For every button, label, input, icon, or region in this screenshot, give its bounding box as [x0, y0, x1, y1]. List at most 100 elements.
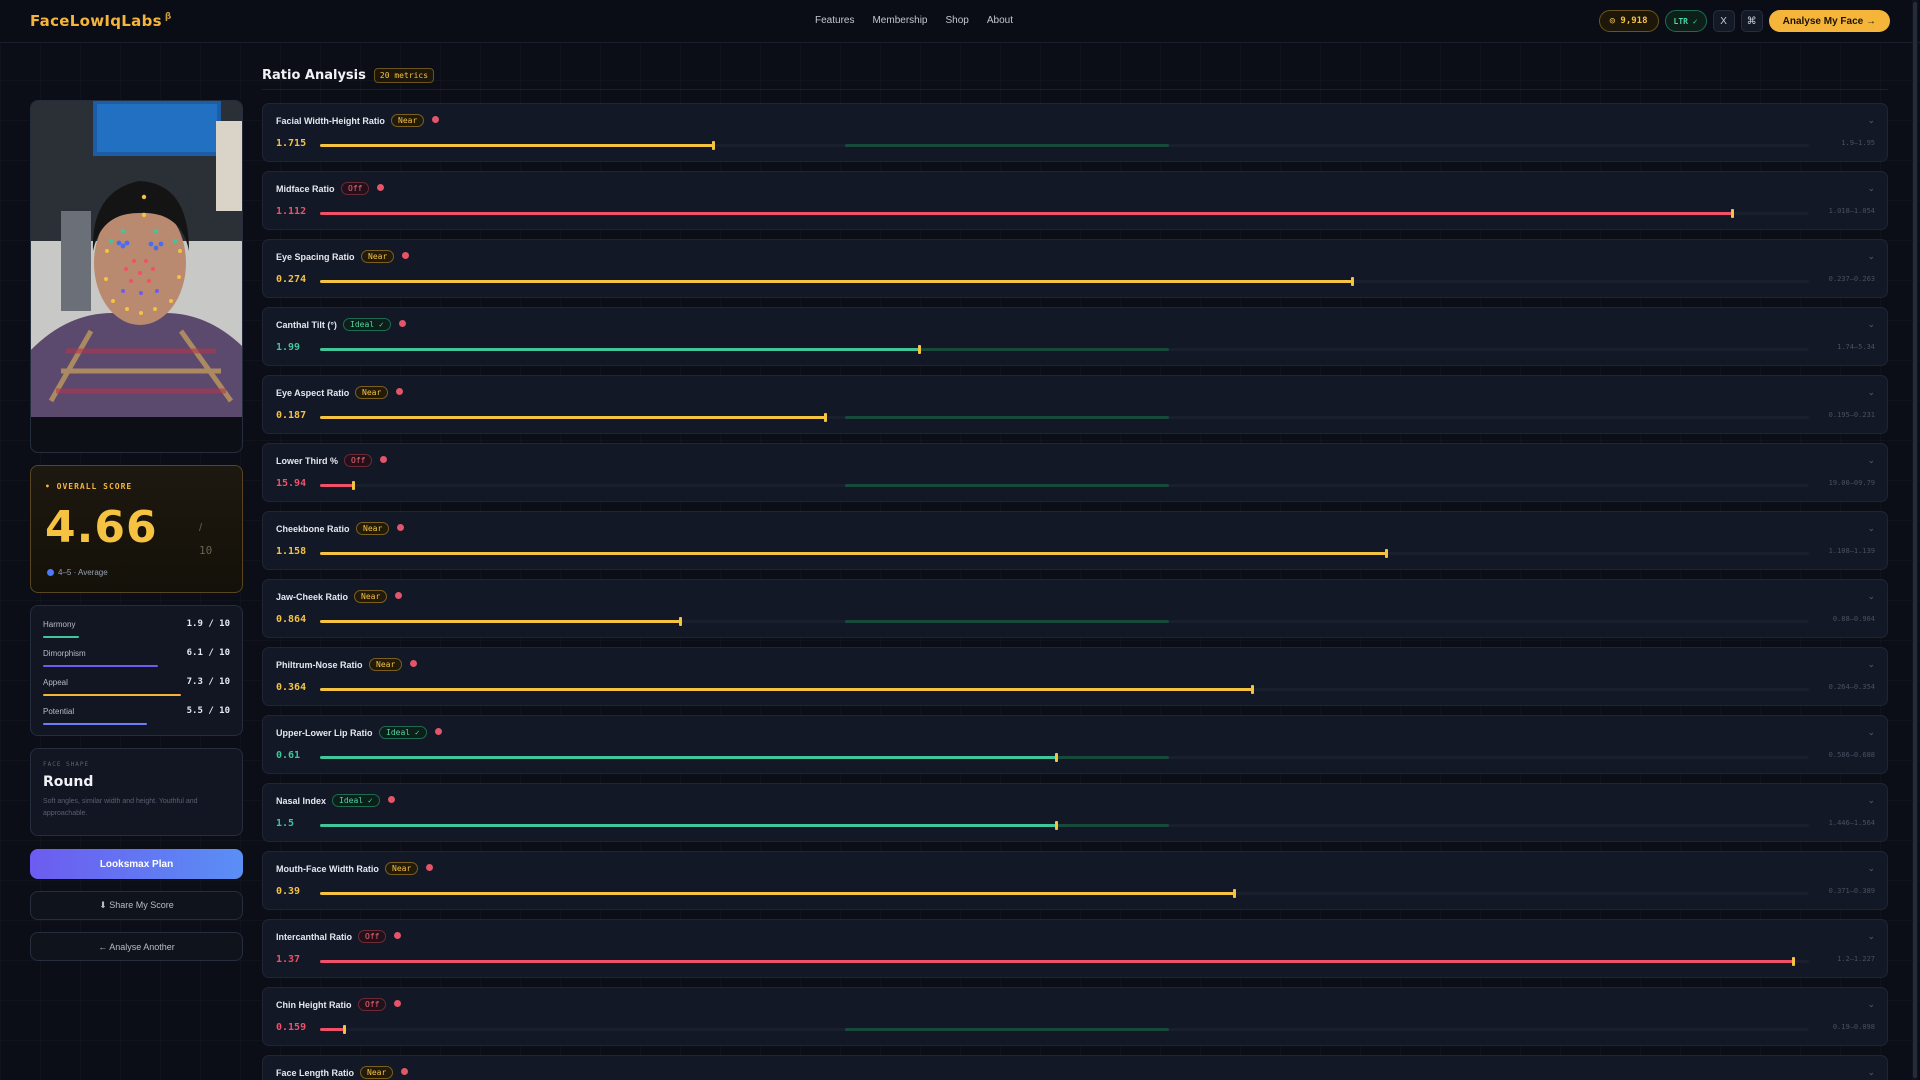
metric-row[interactable]: Facial Width-Height Ratio Near ⌄ 1.715 1.9–1… [262, 103, 1888, 162]
nav-membership[interactable]: Membership [872, 15, 928, 26]
analyse-another-button[interactable]: ← Analyse Another [30, 932, 243, 961]
subscore-bar [43, 723, 147, 725]
ltr-status-pill[interactable]: LTR ✓ [1664, 10, 1707, 32]
metric-row[interactable]: Eye Spacing Ratio Near ⌄ 0.274 0.237–0.263 [262, 239, 1888, 298]
x-social-icon[interactable]: X [1712, 10, 1735, 32]
chevron-down-icon[interactable]: ⌄ [1867, 931, 1875, 941]
info-icon[interactable] [388, 796, 395, 803]
metric-name: Midface Ratio [276, 184, 335, 194]
nav-shop[interactable]: Shop [945, 15, 969, 26]
metric-row[interactable]: Midface Ratio Off ⌄ 1.112 1.018–1.054 [262, 171, 1888, 230]
coin-balance-pill[interactable]: ◎ 9,918 [1598, 10, 1659, 32]
metric-fill-bar [320, 416, 825, 419]
info-icon[interactable] [399, 320, 406, 327]
chevron-down-icon[interactable]: ⌄ [1867, 591, 1875, 601]
subscore-name: Dimorphism [43, 649, 86, 658]
info-icon[interactable] [394, 932, 401, 939]
chevron-down-icon[interactable]: ⌄ [1867, 183, 1875, 193]
metric-ideal-range: 1.108–1.139 [1828, 547, 1875, 555]
chevron-down-icon[interactable]: ⌄ [1867, 115, 1875, 125]
metric-name: Eye Aspect Ratio [276, 388, 350, 398]
info-icon[interactable] [380, 456, 387, 463]
metric-name: Chin Height Ratio [276, 1000, 352, 1010]
info-icon[interactable] [401, 1068, 408, 1075]
subscore-name: Potential [43, 707, 75, 716]
metric-fill-bar [320, 688, 1252, 691]
metric-fill-bar [320, 212, 1732, 215]
chevron-down-icon[interactable]: ⌄ [1867, 1067, 1875, 1077]
subscore-name: Appeal [43, 678, 68, 687]
metric-ideal-range: 1.74–5.34 [1837, 343, 1875, 351]
info-icon[interactable] [395, 592, 402, 599]
metric-row[interactable]: Lower Third % Off ⌄ 15.94 19.00–09.79 [262, 443, 1888, 502]
top-navbar: FaceLowIqLabs β Features Membership Shop … [0, 0, 1920, 43]
metric-name: Facial Width-Height Ratio [276, 116, 385, 126]
info-icon[interactable] [397, 524, 404, 531]
metric-marker [918, 345, 921, 354]
analyse-my-face-button[interactable]: Analyse My Face → [1768, 10, 1890, 32]
logo[interactable]: FaceLowIqLabs β [30, 12, 172, 30]
ratio-analysis-panel: Ratio Analysis 20 metrics Facial Width-H… [262, 63, 1888, 1080]
metric-marker [1055, 821, 1058, 830]
info-icon[interactable] [432, 116, 439, 123]
nav-about[interactable]: About [986, 15, 1013, 26]
metric-name: Eye Spacing Ratio [276, 252, 355, 262]
share-score-button[interactable]: ⬇ Share My Score [30, 891, 243, 920]
metric-ideal-zone [845, 416, 1169, 419]
metric-status-badge: Off [341, 182, 370, 195]
chevron-down-icon[interactable]: ⌄ [1867, 659, 1875, 669]
info-icon[interactable] [394, 1000, 401, 1007]
info-icon[interactable] [410, 660, 417, 667]
metric-ideal-range: 0.237–0.263 [1828, 275, 1875, 283]
chevron-down-icon[interactable]: ⌄ [1867, 319, 1875, 329]
info-icon[interactable] [426, 864, 433, 871]
info-icon[interactable] [396, 388, 403, 395]
chevron-down-icon[interactable]: ⌄ [1867, 387, 1875, 397]
metric-row[interactable]: Chin Height Ratio Off ⌄ 0.159 0.19–0.098 [262, 987, 1888, 1046]
looksmax-plan-button[interactable]: Looksmax Plan [30, 849, 243, 879]
chevron-down-icon[interactable]: ⌄ [1867, 863, 1875, 873]
face-shape-label: FACE SHAPE [43, 761, 90, 768]
metric-status-badge: Off [344, 454, 373, 467]
subscore-bar [43, 665, 158, 667]
face-landmarks-image [31, 101, 242, 452]
metric-value: 0.61 [276, 750, 301, 761]
metric-row[interactable]: Canthal Tilt (°) Ideal ✓ ⌄ 1.99 1.74–5.34 [262, 307, 1888, 366]
chevron-down-icon[interactable]: ⌄ [1867, 523, 1875, 533]
info-icon[interactable] [402, 252, 409, 259]
metric-row[interactable]: Cheekbone Ratio Near ⌄ 1.158 1.108–1.139 [262, 511, 1888, 570]
chevron-down-icon[interactable]: ⌄ [1867, 727, 1875, 737]
discord-icon[interactable]: ⌘ [1740, 10, 1763, 32]
metric-row[interactable]: Mouth-Face Width Ratio Near ⌄ 0.39 0.371–0.3… [262, 851, 1888, 910]
metric-row[interactable]: Upper-Lower Lip Ratio Ideal ✓ ⌄ 0.61 0.586–0… [262, 715, 1888, 774]
metric-row[interactable]: Jaw-Cheek Ratio Near ⌄ 0.864 0.88–0.904 [262, 579, 1888, 638]
metric-status-badge: Near [361, 250, 395, 263]
page-scrollbar-thumb[interactable] [1913, 2, 1917, 1078]
metric-status-badge: Near [356, 522, 390, 535]
chevron-down-icon[interactable]: ⌄ [1867, 455, 1875, 465]
chevron-down-icon[interactable]: ⌄ [1867, 251, 1875, 261]
chevron-down-icon[interactable]: ⌄ [1867, 999, 1875, 1009]
chevron-down-icon[interactable]: ⌄ [1867, 795, 1875, 805]
metric-value: 1.37 [276, 954, 301, 965]
nav-features[interactable]: Features [815, 15, 855, 26]
metric-value: 1.99 [276, 342, 301, 353]
metric-row[interactable]: Eye Aspect Ratio Near ⌄ 0.187 0.195–0.231 [262, 375, 1888, 434]
face-shape-card: FACE SHAPE Round Soft angles, similar wi… [30, 748, 243, 836]
metric-fill-bar [320, 1028, 344, 1031]
metric-row[interactable]: Nasal Index Ideal ✓ ⌄ 1.5 1.446–1.564 [262, 783, 1888, 842]
metric-name: Lower Third % [276, 456, 339, 466]
info-icon[interactable] [377, 184, 384, 191]
landmark-dots [104, 194, 182, 315]
metric-name: Canthal Tilt (°) [276, 320, 337, 330]
info-icon[interactable] [435, 728, 442, 735]
subscore-dimorphism: Dimorphism 6.1 / 10 [43, 645, 230, 674]
metric-row[interactable]: Philtrum-Nose Ratio Near ⌄ 0.364 0.264–0.354 [262, 647, 1888, 706]
subscores-card: Harmony 1.9 / 10 Dimorphism 6.1 / 10 App… [30, 605, 243, 736]
ratio-analysis-title: Ratio Analysis [262, 67, 366, 83]
metric-name: Philtrum-Nose Ratio [276, 660, 363, 670]
metric-row[interactable]: Face Length Ratio Near ⌄ [262, 1055, 1888, 1080]
metric-status-badge: Near [385, 862, 419, 875]
metric-status-badge: Near [369, 658, 403, 671]
metric-row[interactable]: Intercanthal Ratio Off ⌄ 1.37 1.2–1.227 [262, 919, 1888, 978]
